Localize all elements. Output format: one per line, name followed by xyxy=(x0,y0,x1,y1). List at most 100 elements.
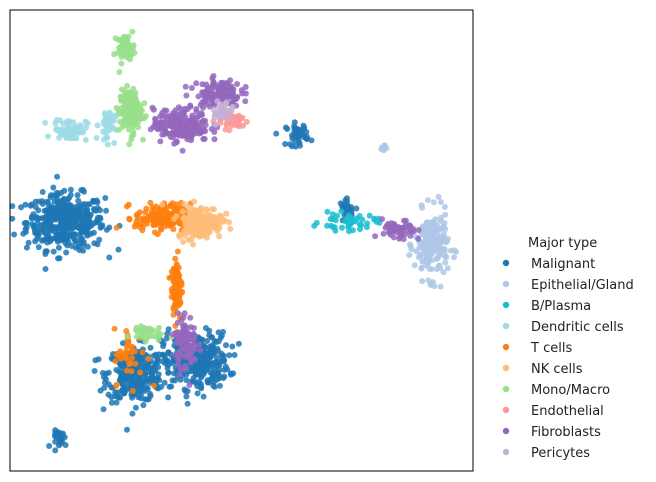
data-point xyxy=(186,382,193,389)
data-point xyxy=(184,339,191,346)
data-point xyxy=(437,199,444,205)
legend-label: Fibroblasts xyxy=(531,425,601,440)
data-point xyxy=(106,127,113,134)
data-point xyxy=(398,231,405,238)
data-point xyxy=(273,130,280,137)
data-point xyxy=(39,189,46,195)
data-point xyxy=(406,222,413,229)
data-point xyxy=(198,209,205,216)
data-point xyxy=(118,60,125,67)
data-point xyxy=(217,120,224,127)
data-point xyxy=(155,364,162,371)
data-point xyxy=(9,215,16,222)
data-point xyxy=(126,215,133,222)
data-point xyxy=(161,379,168,386)
legend-label: Endothelial xyxy=(531,404,604,419)
data-point xyxy=(163,205,170,212)
legend: Major type Malignant Epithelial/Gland B/Pl… xyxy=(502,236,634,461)
data-point xyxy=(50,248,57,255)
data-point xyxy=(219,357,226,364)
legend-marker xyxy=(502,448,510,456)
data-point xyxy=(193,126,200,133)
data-point xyxy=(55,255,61,262)
data-point xyxy=(192,371,199,378)
data-point xyxy=(68,232,75,239)
data-point xyxy=(84,243,91,250)
data-point xyxy=(308,137,315,144)
data-point xyxy=(349,227,356,234)
data-point xyxy=(100,406,107,413)
data-point xyxy=(151,123,158,130)
data-point xyxy=(47,194,54,201)
data-point xyxy=(161,124,167,131)
data-point xyxy=(158,226,165,233)
data-point xyxy=(167,133,174,140)
data-point xyxy=(201,230,208,237)
data-point xyxy=(140,136,146,143)
data-point xyxy=(45,219,52,226)
data-point xyxy=(94,122,101,129)
data-point xyxy=(196,335,203,342)
data-point xyxy=(45,204,52,211)
data-point xyxy=(242,84,249,90)
data-point xyxy=(415,227,422,233)
data-point xyxy=(31,223,38,229)
data-point xyxy=(67,125,74,132)
data-point xyxy=(429,232,436,239)
data-point xyxy=(75,197,82,204)
data-point xyxy=(400,224,407,231)
data-point xyxy=(174,338,181,345)
data-point xyxy=(174,285,181,292)
data-point xyxy=(189,355,196,361)
data-point xyxy=(188,236,195,243)
data-point xyxy=(31,227,38,234)
data-point xyxy=(419,278,426,285)
data-point xyxy=(154,375,161,382)
data-point xyxy=(211,84,217,91)
data-point xyxy=(213,359,220,365)
data-point xyxy=(282,141,289,147)
data-point xyxy=(138,332,145,339)
plot-frame xyxy=(9,9,474,472)
data-point xyxy=(47,210,54,217)
data-point xyxy=(128,45,135,52)
data-point xyxy=(140,402,147,409)
data-point xyxy=(235,340,242,347)
data-point xyxy=(173,139,180,146)
data-point xyxy=(418,202,425,209)
data-point xyxy=(181,201,188,207)
data-point xyxy=(131,376,138,383)
data-point xyxy=(72,237,79,244)
data-point xyxy=(233,115,240,122)
data-point xyxy=(300,122,307,129)
data-point xyxy=(54,204,60,211)
data-point xyxy=(188,223,195,230)
data-point xyxy=(136,383,143,390)
data-point xyxy=(220,328,226,335)
data-point xyxy=(80,242,87,249)
data-point xyxy=(35,198,42,205)
data-point xyxy=(173,213,180,220)
data-point xyxy=(124,333,131,340)
data-point xyxy=(430,240,437,247)
data-point xyxy=(44,239,51,246)
data-point xyxy=(113,224,120,231)
data-point xyxy=(342,205,349,212)
data-point xyxy=(198,374,205,381)
data-point xyxy=(226,219,233,226)
data-point xyxy=(443,254,450,260)
data-point xyxy=(22,201,29,208)
data-point xyxy=(111,325,118,332)
data-point xyxy=(291,119,298,126)
scatter-points xyxy=(9,28,460,454)
data-point xyxy=(23,228,29,235)
data-point xyxy=(243,118,250,125)
data-point xyxy=(130,131,137,138)
data-point xyxy=(415,235,422,242)
data-point xyxy=(166,210,173,217)
data-point xyxy=(427,227,434,234)
data-point xyxy=(220,218,227,225)
data-point xyxy=(447,247,454,254)
data-point xyxy=(79,214,86,221)
